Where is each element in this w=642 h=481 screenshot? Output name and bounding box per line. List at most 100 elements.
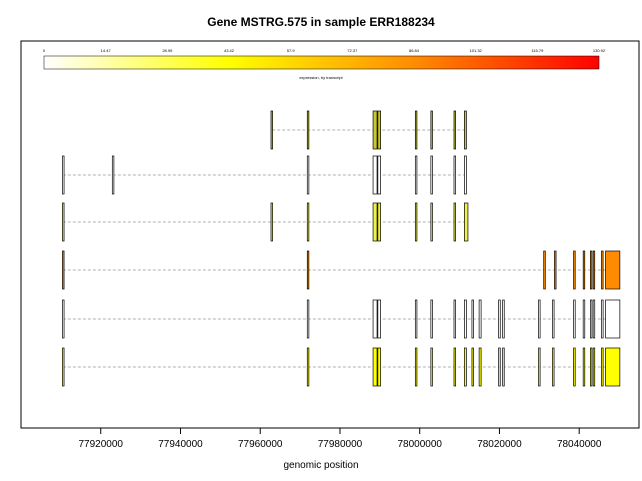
- exon-box: [430, 202, 433, 242]
- exon-box: [377, 299, 381, 339]
- transcript-row: [62, 347, 621, 387]
- exon-box: [306, 155, 310, 195]
- exon-box: [453, 155, 456, 195]
- exon-box: [270, 110, 273, 150]
- x-tick-label: 77940000: [158, 439, 203, 450]
- x-tick-label: 78040000: [557, 439, 602, 450]
- exon-box: [601, 250, 604, 290]
- exon-box: [377, 202, 381, 242]
- exon-box: [582, 299, 586, 339]
- colorbar-tick-label: 115.79: [531, 48, 544, 53]
- exon-box: [414, 155, 418, 195]
- exon-box: [464, 299, 467, 339]
- exon-box: [552, 347, 555, 387]
- x-tick-label: 77980000: [318, 439, 363, 450]
- x-tick-label: 77960000: [238, 439, 283, 450]
- colorbar-rect: [43, 55, 600, 70]
- exon-box: [111, 155, 115, 195]
- exon-box: [582, 347, 586, 387]
- x-tick-label: 78000000: [397, 439, 442, 450]
- exon-box: [377, 110, 381, 150]
- colorbar: 0 14.47 28.95 43.42 57.9 72.37 86.84 101.32 115.…: [43, 48, 606, 80]
- exon-box: [573, 250, 576, 290]
- exon-box: [372, 299, 378, 339]
- x-axis-label: genomic position: [283, 460, 358, 471]
- exon-box: [62, 250, 65, 290]
- exon-box: [430, 155, 433, 195]
- exon-box: [430, 299, 433, 339]
- exon-box: [601, 299, 604, 339]
- exon-box: [538, 299, 541, 339]
- exon-box: [464, 155, 467, 195]
- exon-box: [453, 347, 456, 387]
- exon-box: [306, 250, 310, 290]
- chart-title: Gene MSTRG.575 in sample ERR188234: [207, 15, 435, 29]
- exon-box: [573, 299, 576, 339]
- transcript-row: [62, 299, 621, 339]
- exon-box: [498, 347, 501, 387]
- exon-box: [498, 299, 501, 339]
- colorbar-tick-label: 101.32: [470, 48, 483, 53]
- colorbar-tick-label: 57.9: [287, 48, 296, 53]
- exon-box: [464, 202, 469, 242]
- exon-box: [543, 250, 546, 290]
- exon-box: [377, 155, 381, 195]
- exon-box: [590, 299, 593, 339]
- exon-box: [554, 250, 557, 290]
- x-tick-label: 78020000: [477, 439, 522, 450]
- colorbar-tick-label: 130.92: [593, 48, 606, 53]
- exon-box: [372, 347, 378, 387]
- exon-box: [502, 347, 505, 387]
- exon-box: [372, 110, 378, 150]
- exon-box: [582, 250, 586, 290]
- colorbar-tick-label: 14.47: [101, 48, 112, 53]
- transcript-row: [270, 110, 467, 150]
- exon-box: [605, 347, 621, 387]
- exon-box: [414, 202, 418, 242]
- exon-box: [471, 347, 474, 387]
- transcripts-layer: [62, 110, 621, 387]
- colorbar-label: expression, by transcript: [299, 75, 343, 80]
- exon-box: [372, 155, 378, 195]
- colorbar-tick-label: 72.37: [347, 48, 358, 53]
- exon-box: [377, 347, 381, 387]
- exon-box: [430, 347, 433, 387]
- exon-box: [502, 299, 505, 339]
- plot-frame: [20, 40, 640, 429]
- exon-box: [306, 202, 310, 242]
- transcript-row: [62, 202, 469, 242]
- exon-box: [414, 347, 418, 387]
- exon-box: [62, 347, 65, 387]
- transcript-row: [62, 250, 621, 290]
- transcript-row: [62, 155, 467, 195]
- exon-box: [306, 347, 310, 387]
- colorbar-tick-label: 43.42: [224, 48, 235, 53]
- colorbar-tick-label: 28.95: [162, 48, 173, 53]
- exon-box: [592, 347, 596, 387]
- exon-box: [306, 110, 310, 150]
- exon-box: [478, 299, 482, 339]
- exon-box: [590, 250, 593, 290]
- exon-box: [478, 347, 482, 387]
- exon-box: [573, 347, 576, 387]
- exon-box: [552, 299, 555, 339]
- exon-box: [414, 110, 418, 150]
- colorbar-tick-label: 86.84: [409, 48, 420, 53]
- exon-box: [306, 299, 310, 339]
- exon-box: [270, 202, 273, 242]
- exon-box: [471, 299, 474, 339]
- exon-box: [464, 347, 467, 387]
- exon-box: [430, 110, 433, 150]
- exon-box: [592, 299, 596, 339]
- exon-box: [62, 299, 65, 339]
- exon-box: [372, 202, 378, 242]
- exon-box: [453, 110, 456, 150]
- x-tick-label: 77920000: [78, 439, 123, 450]
- exon-box: [592, 250, 596, 290]
- colorbar-tick-label: 0: [43, 48, 46, 53]
- exon-box: [414, 299, 418, 339]
- exon-box: [62, 202, 65, 242]
- x-axis: 77920000 77940000 77960000 77980000 78000000…: [78, 428, 602, 450]
- exon-box: [605, 250, 621, 290]
